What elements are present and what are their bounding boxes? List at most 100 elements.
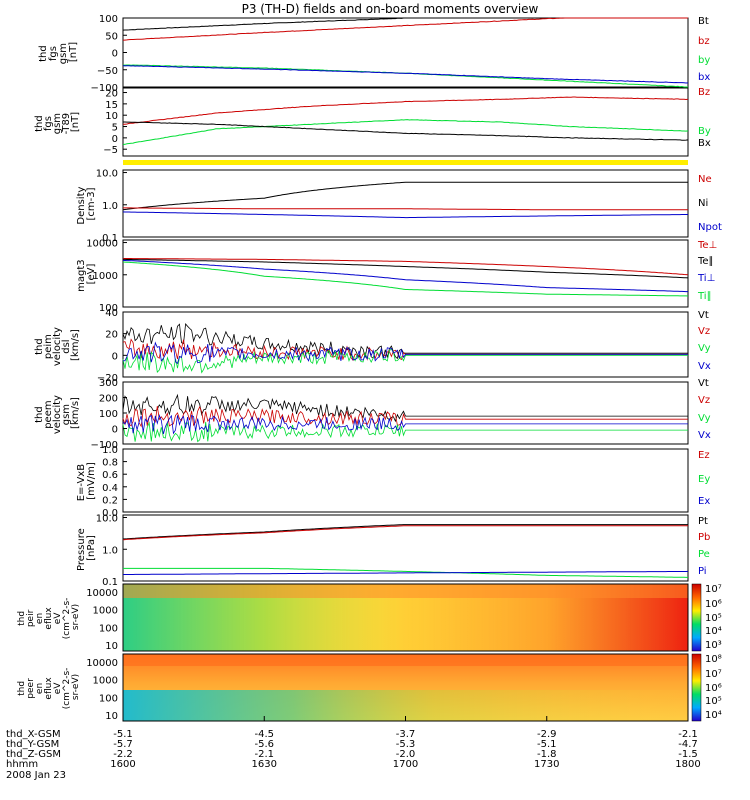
legend-ex: Ex [698,496,710,507]
legend-bx: bx [698,72,710,83]
series-line-pe [123,567,688,578]
y-label-line: Density [76,187,87,225]
y-tick-label: 0.2 [102,495,118,506]
x-row-value: -4.5 [254,729,274,740]
x-row-value: -5.3 [396,739,416,750]
x-row-value: -5.1 [113,729,133,740]
y-label-line: dsl [61,339,72,353]
panel-frame [122,514,689,582]
y-label-line: [nT] [70,112,81,132]
x-row-value: -5.7 [113,739,133,750]
legend-vt: Vt [698,310,709,321]
y-tick-label: 1000 [93,676,118,687]
colorbar-tick: 10⁷ [705,584,722,595]
panel-temperature-yticks: 10000 1000 100 [86,239,127,314]
panel-density: 10.0 1.0 0.1 Density [cm-3] Ne Ni Npot [76,169,722,244]
y-tick-label: 0 [112,425,118,436]
panel-ion-velocity-yticks: 40 20 0 −20 [97,308,127,384]
series-line-te∥ [123,258,689,279]
y-axis-label: magt3 [eV] [76,256,97,292]
y-label-line: E=-VxB [76,464,87,501]
y-label-line: gsm [58,43,69,64]
legend-bz: bz [698,36,710,47]
legend-ni: Ni [698,198,708,209]
y-label-line: gsm [52,113,63,134]
y-label-line: (cm^2-s- [62,668,72,710]
colorbar-ion [691,583,702,652]
y-label-line: peem [43,400,54,428]
y-tick-label: 0.1 [102,233,118,244]
legend-pb: Pb [698,532,710,543]
y-label-line: velocity [52,327,63,366]
y-tick-label: 100 [99,409,118,420]
legend-ez: Ez [698,450,710,461]
plot-title: P3 (TH-D) fields and on-board moments ov… [242,2,539,16]
legend-te-perp: Te⊥ [697,240,717,251]
series-line-by [123,64,688,88]
y-tick-label: 1.0 [102,545,118,556]
legend-by: By [698,126,711,137]
y-tick-label: 1.0 [102,201,118,212]
panel-fgs-gsm-yticks: 100 50 0 −50 −100 [91,14,127,94]
x-row-value: -3.7 [396,729,416,740]
x-row-value: -2.9 [537,729,557,740]
y-tick-label: 0.0 [102,508,118,519]
y-label-line: velocity [52,395,63,434]
x-row-value: -5.6 [254,739,274,750]
y-label-line: [eV] [86,264,97,285]
panel-fgs-t89-series [122,96,689,146]
panel-ion-velocity-series [122,323,688,374]
y-axis-label: thd fgs gsm [nT] [38,40,79,65]
y-axis-label: thd fgs gsm -T89 [nT] [34,110,81,135]
series-line-npot [122,211,688,219]
y-label-line: Pressure [76,528,87,571]
colorbar-electron [691,653,702,722]
y-label-line: [cm-3] [86,187,97,220]
y-label-line: thd [34,338,45,355]
legend-vx: Vx [698,361,711,372]
y-tick-label: 10000 [86,588,118,599]
colorbar-tick: 10⁴ [705,626,722,637]
legend-vy: Vy [698,413,711,424]
y-tick-label: 100 [99,623,118,634]
y-tick-label: 0 [112,351,118,362]
panel-electric-field: 1.0 0.80.6 0.40.2 0.0 E=-VxB [mV/m] Ez Ey E… [76,445,710,519]
y-tick-label: 100 [99,693,118,704]
series-line-bx [122,65,689,84]
x-row-label: hhmm [6,759,38,770]
legend-pe: Pe [698,549,710,560]
panel-density-yticks: 10.0 1.0 0.1 [96,169,127,244]
legend-bt: Bt [698,16,709,27]
y-tick-label: −100 [91,440,118,451]
panel-density-series [122,181,688,219]
y-tick-label: 15 [105,100,118,111]
y-tick-label: 40 [105,308,118,319]
legend-te-par: Te∥ [697,256,714,267]
panel-ion-spectrogram-yticks: 10000 1000 100 10 [86,588,118,652]
y-axis-label: thd peir en eflux eV (cm^2-s- sr-eV) [17,595,81,640]
y-label-line: thd [34,406,45,423]
colorbar-tick: 10⁸ [705,654,722,665]
panel-electron-velocity-yticks: 300 200 100 0 −100 [91,378,127,451]
panel-temperature-series [122,258,689,297]
y-label-line: [mV/m] [86,462,97,500]
series-line-vz [122,338,688,362]
legend-vx: Vx [698,430,711,441]
y-axis-label: Density [cm-3] [76,183,97,224]
panel-electron-velocity-series [122,393,688,443]
legend-vz: Vz [698,326,710,337]
panel-frame [122,381,689,445]
series-line-bx [123,121,689,141]
series-line-by [122,119,689,146]
yellow-status-bar [123,160,688,165]
spectrogram-top-band [123,654,688,666]
y-label-line: thd [17,611,27,626]
panel-fgs-gsm-series [122,17,689,88]
series-line-te⊥ [123,258,689,276]
panel-electron-spectrogram-yticks: 10000 1000 100 10 [86,658,118,722]
x-row-value: 1600 [110,759,135,770]
x-row-value: -1.8 [537,749,557,760]
